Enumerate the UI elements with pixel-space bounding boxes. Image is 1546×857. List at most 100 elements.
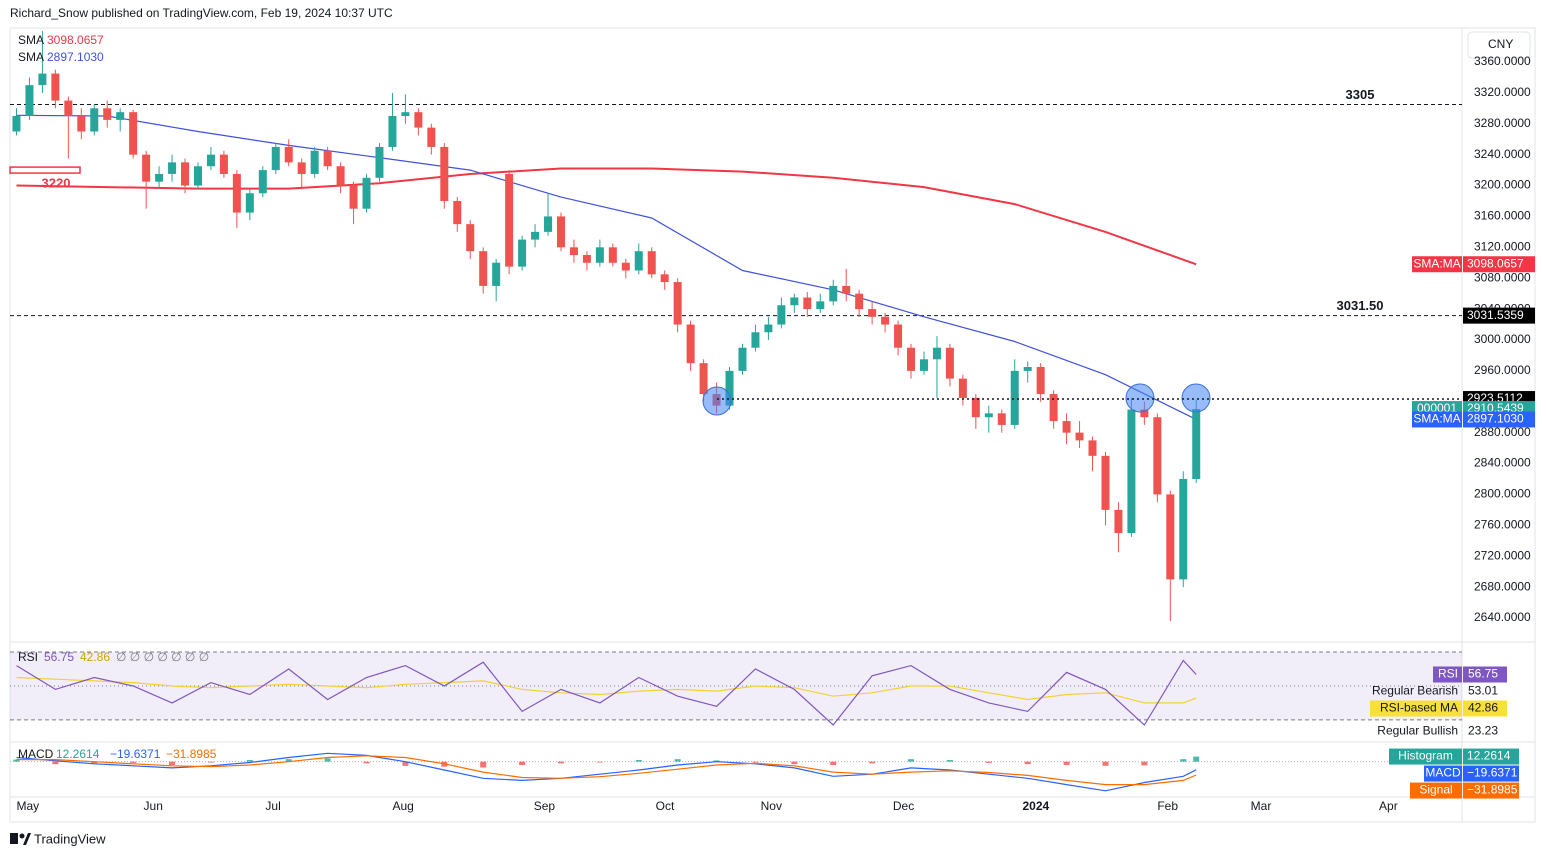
candle-body [919,359,928,371]
candle-body [855,293,864,310]
candle-body [466,224,475,252]
candle-body [984,413,993,418]
level-label: 3031.50 [1337,298,1384,313]
candle-body [388,116,397,147]
histogram-bar [791,761,798,765]
candle-body [129,112,138,155]
candle-body [414,112,423,128]
candle-body [12,116,21,132]
histogram-bar [1024,761,1031,765]
rsi-tag-value: 53.01 [1468,684,1498,698]
rsi-tag-name: Regular Bearish [1372,684,1458,698]
histogram-bar [246,760,253,762]
candle-body [738,347,747,371]
candle-body [829,285,838,302]
legend-value: 42.86 [80,650,110,664]
y-tick-label: 3000.0000 [1474,332,1531,346]
x-tick-label: Oct [656,799,675,813]
y-tick-label: 2840.0000 [1474,456,1531,470]
candle-body [492,262,501,286]
byline: Richard_Snow published on TradingView.co… [10,6,393,20]
candle-body [1153,417,1162,495]
candle-body [932,347,941,360]
candle-body [1010,370,1019,425]
rsi-tag-value: 23.23 [1468,724,1498,738]
rsi-tag-value: 42.86 [1468,701,1498,715]
macd-tag-name: Signal [1419,783,1452,797]
macd-tag-value: −31.8985 [1467,783,1518,797]
y-tick-label: 3160.0000 [1474,209,1531,223]
macd-tag-name-box [1410,782,1462,799]
highlight-circles [702,383,1211,416]
y-tick-label: 2760.0000 [1474,517,1531,531]
y-tick-label: 3360.0000 [1474,54,1531,68]
price-tag-value: 3031.5359 [1467,308,1524,322]
rsi-tag [1463,723,1507,740]
legend-value: 56.75 [44,650,74,664]
y-tick-label: 2680.0000 [1474,579,1531,593]
candle-body [38,73,47,86]
candle-body [258,170,267,194]
histogram-bar [752,761,759,763]
histogram-bar [985,761,992,763]
candle-body [64,100,73,117]
candle-body [232,173,241,213]
candle-body [206,154,215,167]
candle-body [505,173,514,267]
y-tick-label: 2800.0000 [1474,487,1531,501]
histogram-bar [596,761,603,763]
legend-name: RSI [18,650,38,664]
histogram-bar [52,761,59,765]
price-tag [1463,307,1535,324]
candle-body [427,127,436,147]
candle-body [271,146,280,171]
candle-body [77,116,86,132]
candle-body [881,316,890,325]
histogram-bar [635,760,642,762]
histogram-bar [713,760,720,762]
candle-body [608,247,617,263]
x-tick-label: Jul [265,799,280,813]
candle-body [673,282,682,325]
candle-body [544,216,553,232]
candle-body [764,324,773,333]
histogram-bar [480,761,487,768]
candle-body [323,150,332,167]
rsi-tag-name-box [1433,666,1462,683]
candle-body [971,397,980,418]
histogram-bar [519,761,526,765]
candle-body [362,177,371,209]
y-tick-label: 3240.0000 [1474,147,1531,161]
histogram-bar [869,761,876,764]
candle-body [907,347,916,371]
candle-body [284,146,293,163]
price-tag-value: 3098.0657 [1467,256,1524,270]
candle-body [945,347,954,379]
histogram-bar [674,759,681,762]
rsi-line [16,659,1197,726]
x-tick-label: 2024 [1023,799,1050,813]
candle-body [790,297,799,306]
rsi-tag-name: Regular Bullish [1377,724,1458,738]
candle-body [103,108,112,120]
y-tick-label: 2640.0000 [1474,610,1531,624]
macd-tag-value: 12.2614 [1467,749,1511,763]
y-tick-label: 2880.0000 [1474,425,1531,439]
candle-body [142,154,151,182]
currency-button[interactable] [1467,31,1531,59]
rsi-line [16,676,1197,704]
candle-body [997,413,1006,425]
rsi-tag [1463,700,1507,717]
legend-value: −19.6371 [110,747,161,761]
highlight-circle [702,386,732,416]
candle-body [181,162,190,186]
candle-body [894,324,903,348]
legend-value: 12.2614 [56,747,100,761]
highlight-circle [1125,383,1155,413]
candle-body [556,216,565,248]
candle-body [595,247,604,263]
rsi-tag-name: RSI [1438,667,1458,681]
sma-line [16,114,1197,420]
